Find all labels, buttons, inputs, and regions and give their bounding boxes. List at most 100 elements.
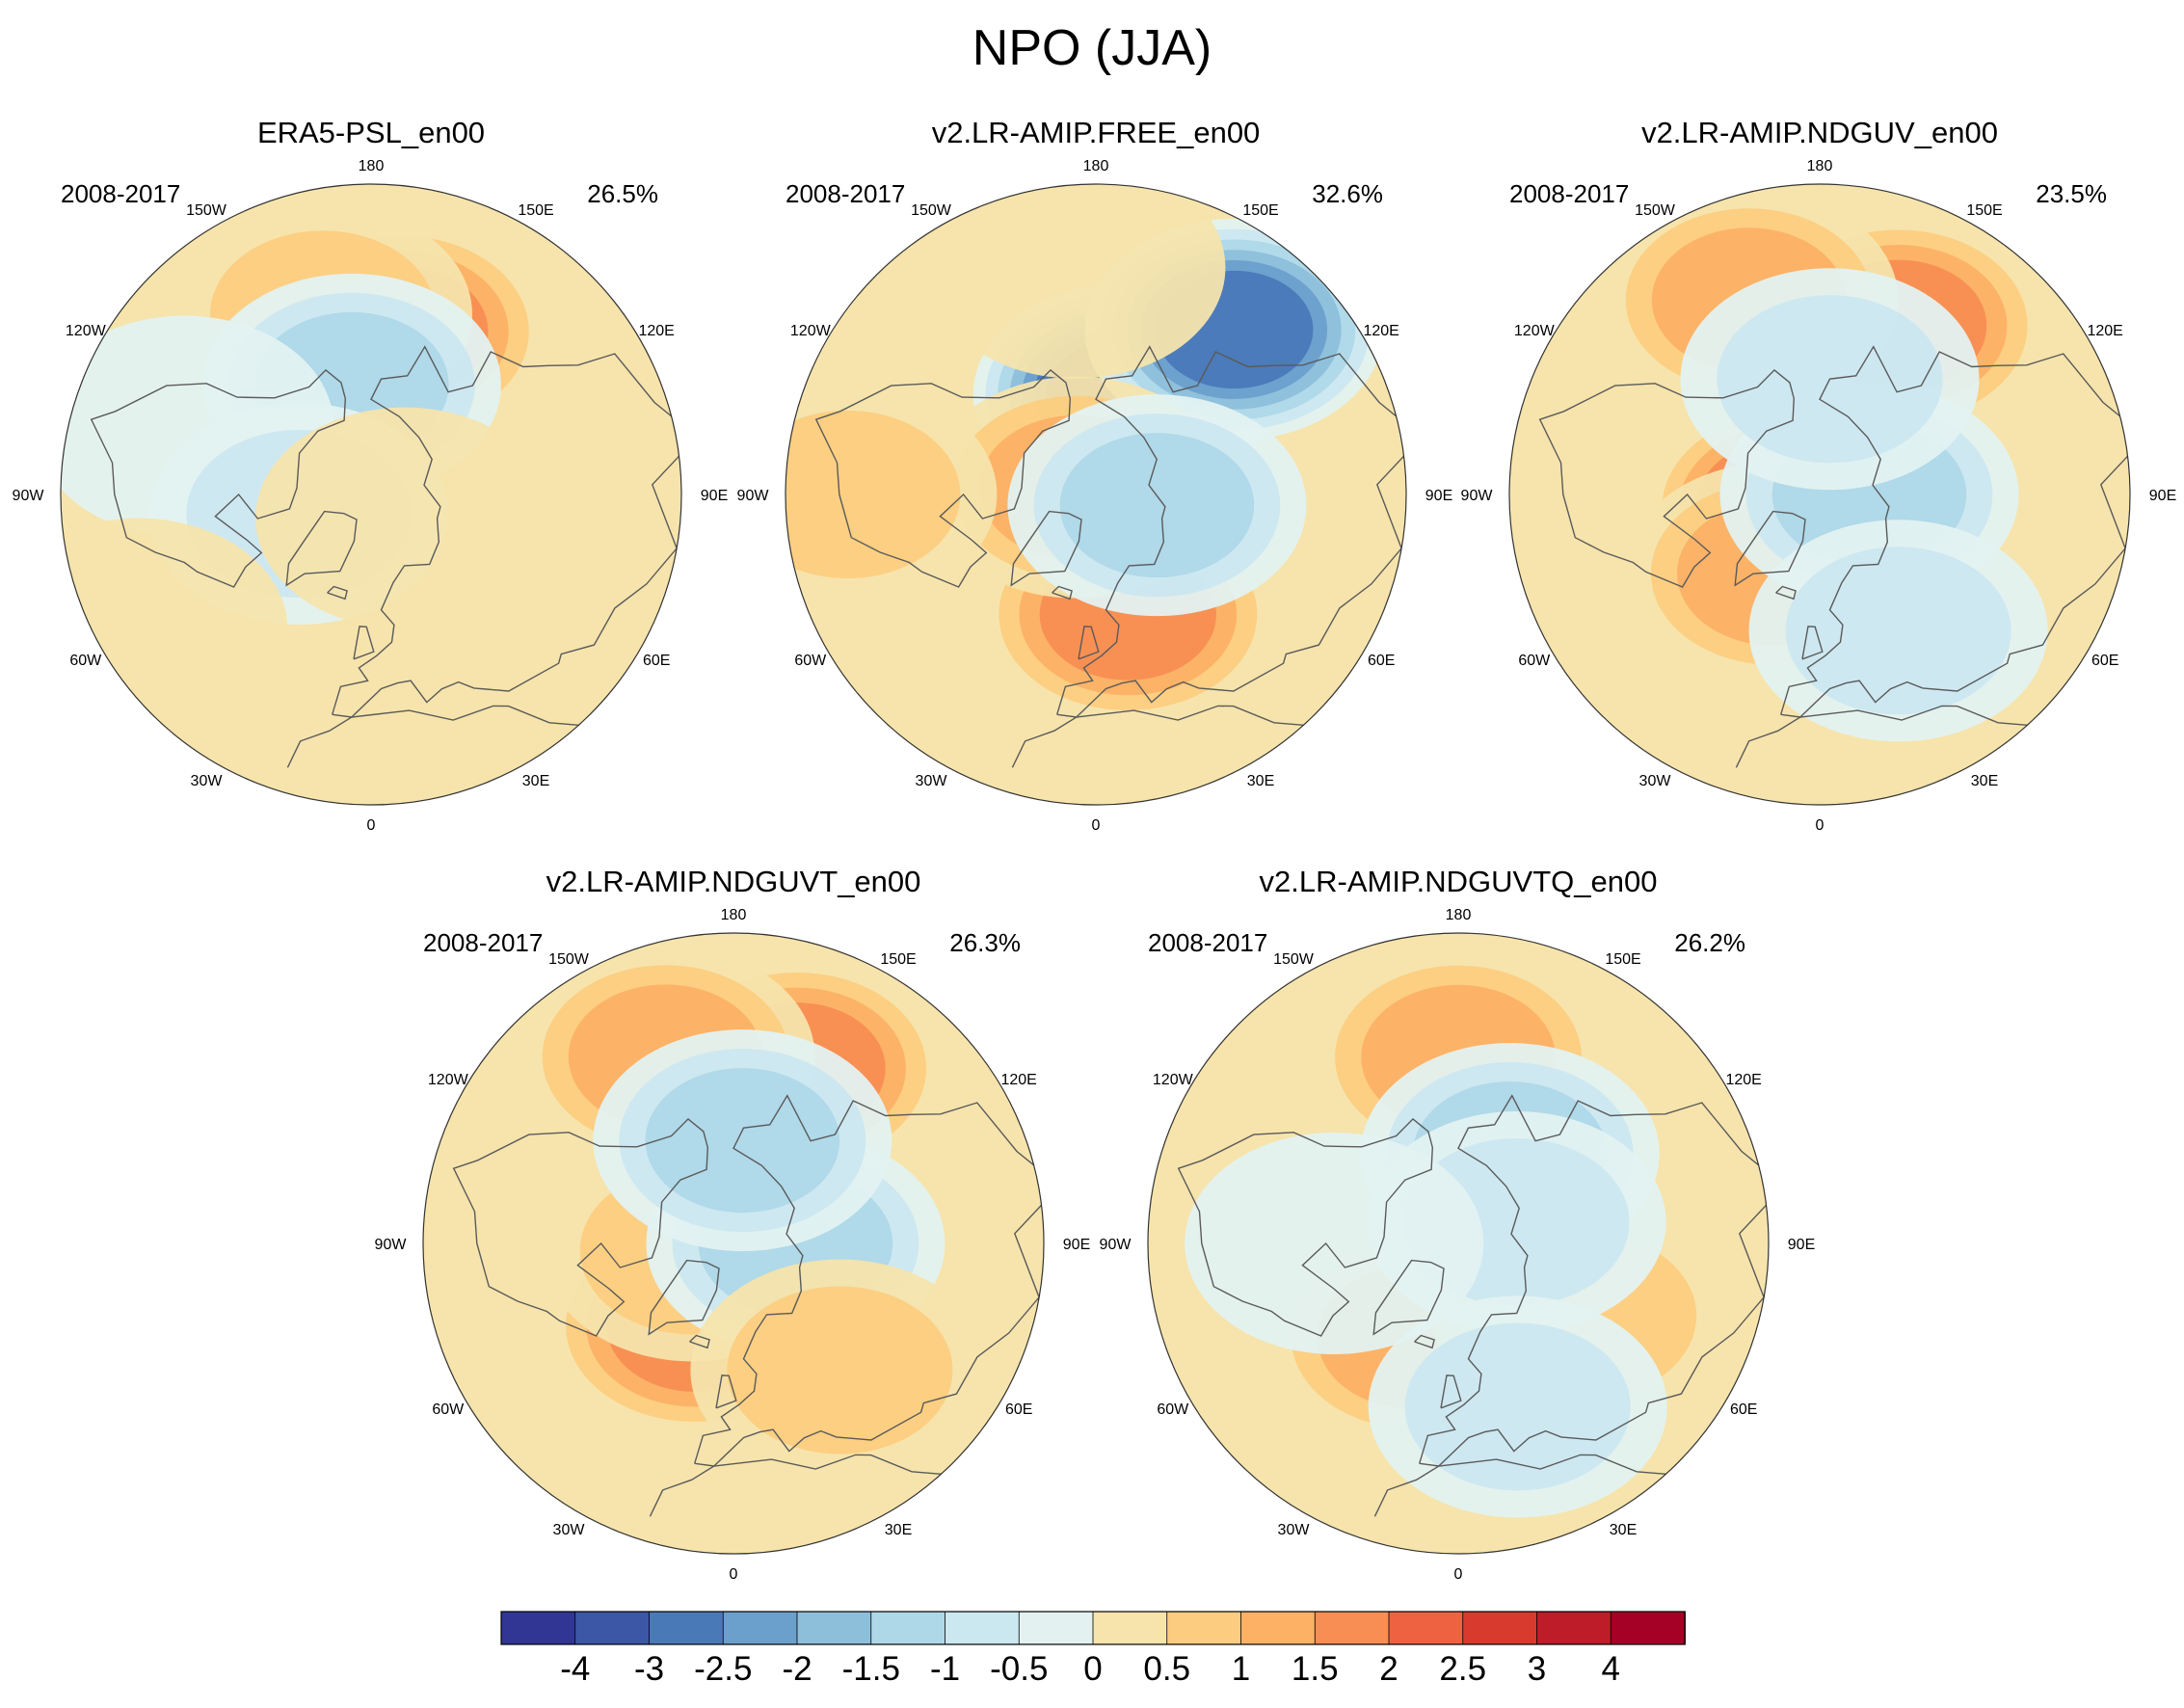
coastline (1775, 585, 1797, 600)
figure-title: NPO (JJA) (972, 20, 1212, 76)
longitude-label: 90W (375, 1237, 408, 1253)
longitude-label: 0 (1454, 1566, 1463, 1583)
longitude-label: 120E (1000, 1072, 1036, 1088)
colorbar-swatch (1462, 1611, 1538, 1645)
colorbar-swatch (870, 1611, 946, 1645)
longitude-label: 30E (885, 1522, 912, 1538)
map-panel-3 (1509, 184, 2130, 805)
longitude-label: 150W (1273, 951, 1315, 968)
longitude-label: 120E (1363, 323, 1398, 339)
colorbar-swatch (1092, 1611, 1168, 1645)
coastline (1801, 626, 1824, 660)
coastline (1734, 510, 1806, 587)
colorbar-swatch (1610, 1611, 1686, 1645)
longitude-label: 30W (1278, 1522, 1311, 1538)
colorbar-swatch (945, 1611, 1021, 1645)
longitude-label: 120W (1514, 323, 1556, 339)
coastline (332, 345, 681, 718)
longitude-label: 60W (1518, 653, 1551, 669)
longitude-label: 30W (916, 773, 948, 789)
longitude-label: 30E (1971, 773, 1998, 789)
longitude-label: 150E (1966, 202, 2002, 219)
longitude-label: 60E (2091, 653, 2118, 669)
longitude-label: 60E (643, 653, 670, 669)
variance-label: 26.3% (949, 928, 1021, 957)
anomaly-contour (1059, 433, 1255, 578)
variance-label: 26.5% (587, 179, 658, 208)
map-boundary (60, 183, 682, 806)
colorbar-tick-label: 3 (1527, 1650, 1547, 1688)
coastline (285, 510, 358, 587)
longitude-label: 120E (2087, 323, 2122, 339)
longitude-label: 120W (1153, 1072, 1194, 1088)
coastline (689, 1334, 710, 1349)
colorbar-tick-label: 1 (1231, 1650, 1251, 1688)
colorbar-swatch (649, 1611, 725, 1645)
longitude-label: 150W (911, 202, 952, 219)
colorbar-tick-label: -2.5 (694, 1650, 753, 1688)
variance-label: 32.6% (1312, 179, 1383, 208)
colorbar-swatch (1314, 1611, 1390, 1645)
colorbar-swatch (1536, 1611, 1612, 1645)
coastline (814, 368, 1071, 588)
longitude-label: 0 (1092, 817, 1101, 834)
period-label: 2008-2017 (786, 179, 906, 208)
longitude-label: 150W (1635, 202, 1676, 219)
longitude-label: 90W (13, 488, 45, 504)
map-boundary (1508, 183, 2131, 806)
longitude-label: 90E (1788, 1237, 1815, 1253)
panel-title: v2.LR-AMIP.NDGUVT_en00 (546, 865, 921, 898)
longitude-label: 180 (1807, 158, 1833, 174)
longitude-label: 60E (1368, 653, 1395, 669)
anomaly-contour (1785, 547, 2011, 715)
anomaly-contour (1404, 1322, 1631, 1491)
map-boundary (422, 932, 1045, 1555)
longitude-label: 60W (432, 1401, 465, 1418)
coastline (1078, 626, 1100, 660)
colorbar-tick-label: -3 (633, 1650, 665, 1688)
colorbar-swatch (574, 1611, 651, 1645)
panel-title: v2.LR-AMIP.NDGUV_en00 (1641, 116, 1998, 149)
variance-label: 26.2% (1674, 928, 1745, 957)
anomaly-contour (1185, 1133, 1484, 1354)
longitude-label: 120W (428, 1072, 469, 1088)
longitude-label: 60E (1005, 1401, 1032, 1418)
longitude-label: 30E (1610, 1522, 1637, 1538)
longitude-label: 150E (1242, 202, 1278, 219)
colorbar-swatch (796, 1611, 872, 1645)
panel-title: v2.LR-AMIP.FREE_en00 (931, 116, 1261, 149)
longitude-label: 90W (1461, 488, 1494, 504)
map-boundary (785, 183, 1407, 806)
coastline (1177, 1117, 1433, 1337)
panel-title: v2.LR-AMIP.NDGUVTQ_en00 (1259, 865, 1658, 898)
longitude-label: 120E (1725, 1072, 1761, 1088)
colorbar-swatch (1240, 1611, 1317, 1645)
colorbar-frame (500, 1611, 1686, 1645)
map-panel-5 (1148, 933, 1769, 1554)
coastline (1780, 345, 2130, 718)
coastline (1056, 345, 1406, 718)
colorbar-tick-label: 0 (1083, 1650, 1103, 1688)
longitude-label: 30W (191, 773, 224, 789)
longitude-label: 60W (1157, 1401, 1189, 1418)
period-label: 2008-2017 (1509, 179, 1630, 208)
coastline (1414, 1334, 1435, 1349)
longitude-label: 90E (1063, 1237, 1090, 1253)
colorbar-tick-label: 1.5 (1291, 1650, 1339, 1688)
longitude-label: 90E (701, 488, 728, 504)
coastline (1440, 1374, 1462, 1409)
colorbar-tick-label: -4 (560, 1650, 591, 1688)
coastline (1419, 1094, 1769, 1467)
coastline (1372, 1259, 1445, 1336)
longitude-label: 30E (1247, 773, 1274, 789)
longitude-label: 30E (522, 773, 549, 789)
colorbar-tick-label: 4 (1601, 1650, 1620, 1688)
map-boundary (1147, 932, 1770, 1555)
coastline (1011, 692, 1351, 768)
coastline (327, 585, 348, 600)
colorbar-tick-label: 2.5 (1439, 1650, 1487, 1688)
longitude-label: 60E (1730, 1401, 1757, 1418)
longitude-label: 150W (548, 951, 590, 968)
colorbar-tick-label: -2 (782, 1650, 812, 1688)
